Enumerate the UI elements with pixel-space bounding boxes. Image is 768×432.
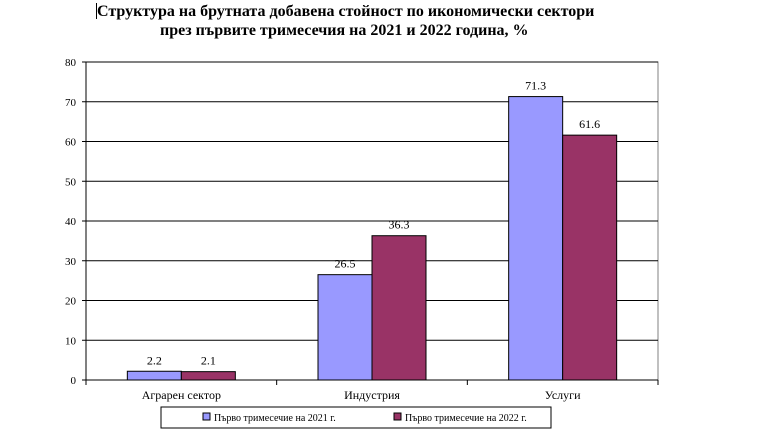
- y-tick-label: 80: [65, 57, 77, 69]
- legend-label-2: Първо тримесечие на 2022 г.: [405, 413, 527, 424]
- y-tick-label: 0: [71, 375, 77, 387]
- y-tick-label: 60: [65, 137, 77, 149]
- bars: [126, 96, 618, 381]
- bar-value-label: 2.2: [147, 353, 162, 367]
- legend-swatch-1: [202, 412, 211, 421]
- value-labels: 2.2 2.1 26.5 36.3 71.3 61.6: [147, 79, 600, 368]
- legend: Първо тримесечие на 2021 г. Първо тримесе…: [160, 406, 552, 429]
- legend-label-1: Първо тримесечие на 2021 г.: [214, 413, 336, 424]
- y-tick-label: 50: [65, 176, 77, 188]
- bar-value-label: 71.3: [525, 79, 546, 93]
- y-tick-label: 30: [65, 256, 77, 268]
- bar-value-label: 26.5: [335, 257, 356, 271]
- y-tick-label: 10: [65, 335, 77, 347]
- y-tick-label: 20: [65, 296, 77, 308]
- bar-series-1: [126, 370, 182, 381]
- bar-value-label: 2.1: [201, 354, 216, 368]
- bar-series-2: [371, 235, 427, 381]
- x-category-label: Услуги: [545, 388, 581, 402]
- text-cursor: [96, 3, 97, 19]
- chart-title-line-1: Структура на брутната добавена стойност …: [97, 3, 595, 20]
- chart-title-line-2: през първите тримесечия на 2021 и 2022 г…: [160, 22, 529, 39]
- x-category-label: Аграрен сектор: [142, 388, 221, 402]
- bar-series-1: [508, 96, 564, 381]
- bar-series-1: [317, 274, 373, 381]
- y-tick-label: 40: [65, 216, 77, 228]
- legend-box: [160, 406, 552, 429]
- legend-swatch-2: [393, 412, 402, 421]
- bar-series-2: [562, 134, 618, 381]
- y-tick-label: 70: [65, 97, 77, 109]
- x-axis: Аграрен сектор Индустрия Услуги: [85, 379, 659, 402]
- y-axis: 0 10 20 30 40 50 60 70 80: [65, 57, 87, 387]
- bar-series-2: [180, 371, 236, 381]
- bar-value-label: 36.3: [389, 218, 410, 232]
- x-category-label: Индустрия: [344, 388, 400, 402]
- bar-value-label: 61.6: [579, 117, 600, 131]
